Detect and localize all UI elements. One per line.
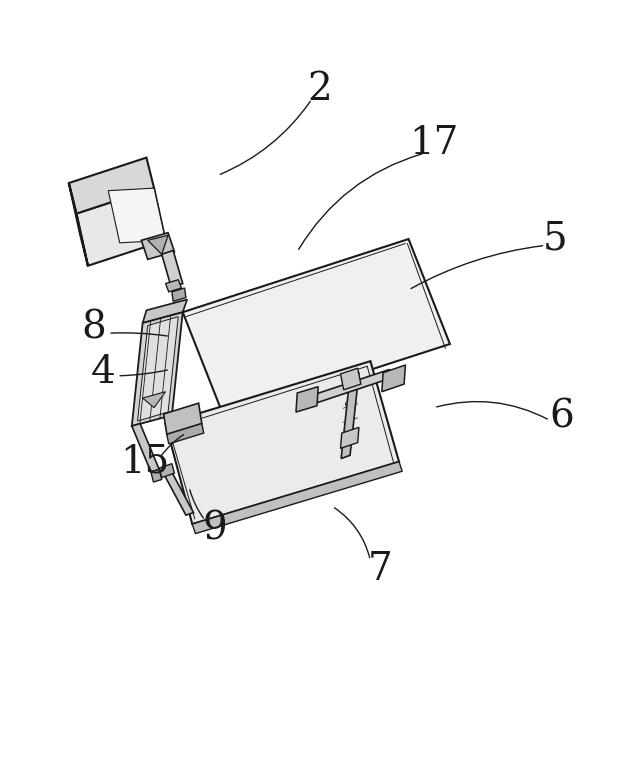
Polygon shape [164, 403, 202, 434]
FancyArrowPatch shape [411, 246, 543, 289]
Polygon shape [166, 280, 181, 292]
Polygon shape [159, 464, 174, 478]
FancyArrowPatch shape [161, 434, 183, 456]
Polygon shape [137, 317, 178, 421]
Text: 9: 9 [202, 510, 227, 547]
Text: 15: 15 [120, 443, 169, 481]
Text: 2: 2 [307, 71, 332, 108]
Polygon shape [183, 239, 450, 417]
FancyArrowPatch shape [220, 102, 311, 174]
Polygon shape [141, 233, 174, 259]
Text: 5: 5 [543, 221, 567, 258]
Polygon shape [162, 468, 194, 515]
Polygon shape [192, 462, 402, 534]
Polygon shape [296, 387, 318, 412]
Polygon shape [69, 183, 88, 266]
FancyArrowPatch shape [111, 333, 167, 336]
Polygon shape [77, 188, 166, 266]
Polygon shape [142, 299, 187, 323]
Text: 6: 6 [549, 399, 574, 436]
Polygon shape [341, 368, 361, 390]
Polygon shape [341, 373, 359, 459]
FancyArrowPatch shape [298, 154, 422, 249]
FancyArrowPatch shape [335, 508, 370, 558]
Text: 17: 17 [410, 125, 459, 162]
Polygon shape [132, 424, 159, 472]
Polygon shape [108, 188, 166, 243]
Polygon shape [162, 250, 183, 287]
Polygon shape [132, 312, 183, 426]
FancyArrowPatch shape [436, 402, 548, 419]
Polygon shape [167, 424, 204, 444]
FancyArrowPatch shape [120, 370, 167, 376]
Polygon shape [312, 369, 390, 405]
Polygon shape [341, 428, 359, 448]
Polygon shape [69, 158, 154, 214]
Text: 7: 7 [367, 551, 392, 588]
Polygon shape [148, 235, 168, 254]
Polygon shape [172, 288, 186, 302]
Polygon shape [142, 392, 166, 408]
FancyArrowPatch shape [190, 490, 203, 518]
Polygon shape [382, 365, 405, 392]
Polygon shape [166, 361, 399, 524]
Text: 4: 4 [91, 354, 116, 391]
Polygon shape [151, 469, 162, 482]
Text: 8: 8 [81, 309, 106, 346]
